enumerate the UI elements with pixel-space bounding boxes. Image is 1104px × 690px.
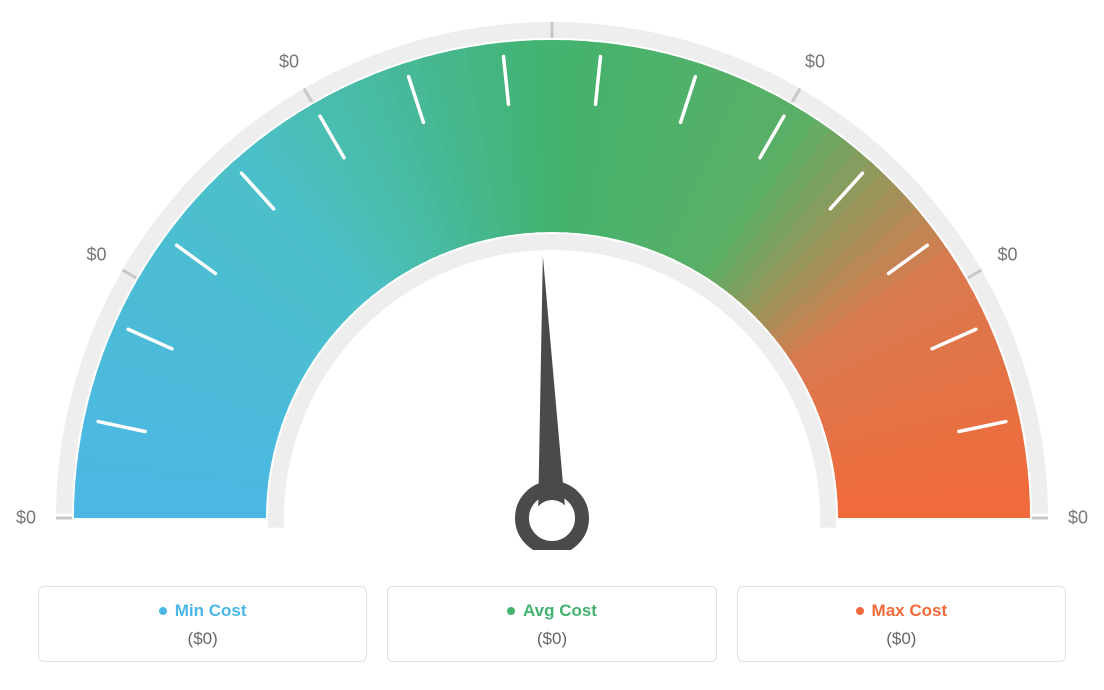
gauge-tick-label: $0	[279, 52, 299, 73]
gauge-tick-label: $0	[16, 508, 36, 529]
legend-label-row: Min Cost	[57, 601, 348, 621]
legend-label-max: Max Cost	[872, 601, 948, 621]
gauge-hub-inner	[534, 500, 570, 536]
gauge-tick-label: $0	[805, 52, 825, 73]
legend-value-avg: ($0)	[406, 629, 697, 649]
legend-card-min: Min Cost ($0)	[38, 586, 367, 662]
legend-label-row: Avg Cost	[406, 601, 697, 621]
legend-label-min: Min Cost	[175, 601, 247, 621]
legend-card-max: Max Cost ($0)	[737, 586, 1066, 662]
gauge-needle	[538, 256, 566, 518]
gauge-area: $0 $0 $0 $0 $0 $0 $0	[0, 0, 1104, 550]
legend-row: Min Cost ($0) Avg Cost ($0) Max Cost ($0…	[38, 586, 1066, 662]
gauge-tick-label: $0	[542, 0, 562, 3]
legend-dot-max	[856, 607, 864, 615]
gauge-tick-label: $0	[86, 245, 106, 266]
gauge-tick-label: $0	[1068, 508, 1088, 529]
legend-label-row: Max Cost	[756, 601, 1047, 621]
legend-card-avg: Avg Cost ($0)	[387, 586, 716, 662]
legend-dot-min	[159, 607, 167, 615]
legend-dot-avg	[507, 607, 515, 615]
gauge-svg	[0, 0, 1104, 550]
legend-value-max: ($0)	[756, 629, 1047, 649]
legend-value-min: ($0)	[57, 629, 348, 649]
gauge-chart-container: $0 $0 $0 $0 $0 $0 $0 Min Cost ($0) Avg Cost ($…	[0, 0, 1104, 690]
gauge-tick-label: $0	[998, 245, 1018, 266]
legend-label-avg: Avg Cost	[523, 601, 597, 621]
